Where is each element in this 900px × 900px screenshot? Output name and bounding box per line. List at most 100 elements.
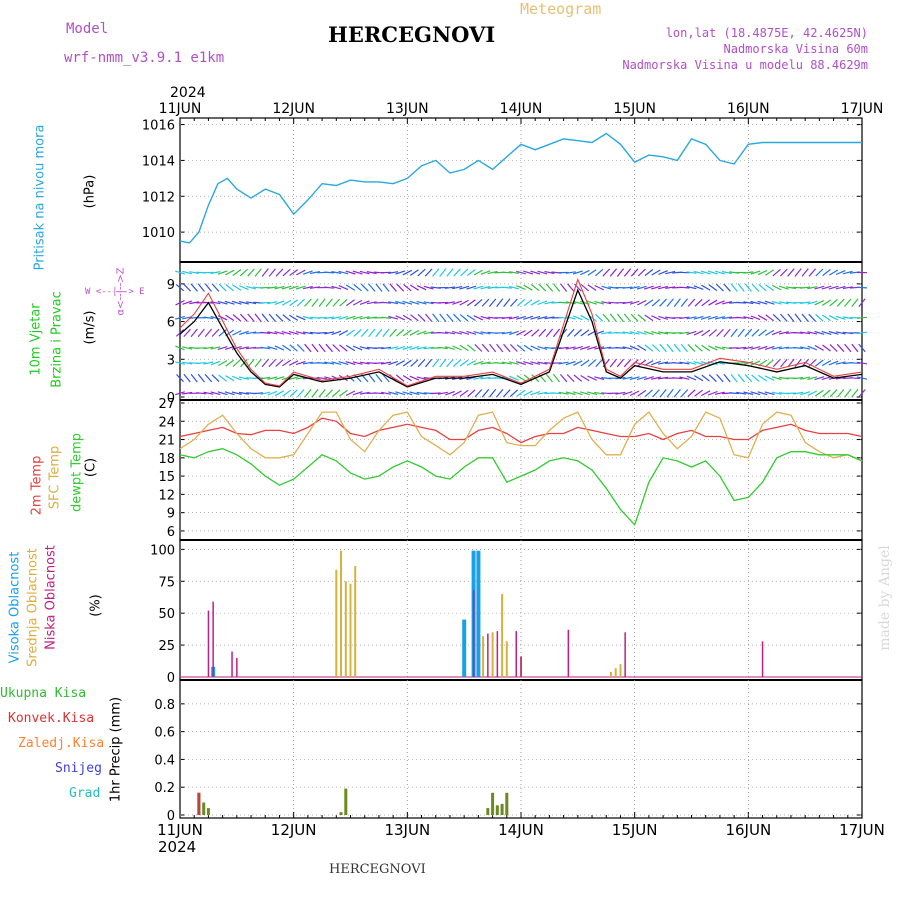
- wind-arrow: [501, 361, 512, 365]
- wind-arrow: [687, 389, 696, 398]
- wind-arrow: [446, 268, 454, 277]
- wind-arrow: [794, 313, 802, 323]
- wind-arrow: [395, 300, 406, 305]
- wind-arrow: [480, 361, 491, 365]
- wind-arrow: [779, 268, 788, 277]
- wind-arrow: [395, 315, 406, 321]
- wind-arrow: [261, 268, 269, 277]
- wind-arrow: [339, 298, 348, 307]
- wind-arrow: [260, 391, 271, 395]
- wind-arrow: [501, 271, 512, 274]
- y-tick-label: 9: [167, 507, 175, 522]
- wind-arrow: [409, 269, 419, 276]
- wind-arrow: [679, 331, 690, 335]
- wind-arrow: [636, 285, 647, 290]
- wind-arrow: [268, 268, 276, 277]
- wind-arrow: [701, 329, 711, 337]
- y-tick-label: 21: [158, 434, 175, 449]
- wind-arrow: [814, 330, 825, 335]
- wind-arrow: [558, 301, 569, 304]
- wind-arrow: [439, 358, 447, 368]
- wind-arrow: [623, 358, 632, 368]
- wind-arrow: [587, 346, 597, 350]
- wind-arrow: [595, 268, 604, 277]
- wind-arrow: [225, 269, 235, 276]
- wind-arrow: [175, 270, 185, 275]
- wind-arrow: [558, 346, 569, 350]
- wind-arrow: [636, 330, 647, 335]
- wind-arrow: [352, 361, 363, 365]
- wind-arrow: [481, 298, 490, 307]
- wind-arrow: [693, 315, 704, 320]
- wind-arrow: [175, 345, 185, 351]
- wind-arrow: [409, 391, 420, 396]
- wind-arrow: [217, 315, 228, 321]
- wind-arrow: [481, 389, 490, 398]
- wind-arrow: [858, 298, 866, 307]
- wind-arrow: [388, 346, 399, 350]
- wind-arrow: [311, 298, 319, 307]
- wind-arrow: [275, 313, 284, 322]
- wind-arrow: [432, 268, 440, 277]
- y-tick-label: 1012: [142, 190, 175, 205]
- wind-arrow: [601, 285, 612, 290]
- wind-arrow: [496, 298, 504, 307]
- wind-arrow: [190, 283, 198, 292]
- date-label-top: 12JUN: [272, 101, 315, 117]
- wind-arrow: [175, 283, 185, 292]
- wind-arrow: [814, 389, 824, 397]
- wind-arrow: [247, 313, 255, 322]
- wind-arrow: [282, 359, 292, 367]
- wind-arrow: [274, 376, 285, 381]
- wind-arrow: [395, 346, 406, 350]
- wind-arrow: [446, 358, 454, 368]
- wind-arrow: [175, 329, 185, 337]
- mid-cloud-bar: [340, 550, 342, 677]
- wind-arrow: [182, 346, 193, 350]
- wind-arrow: [331, 271, 342, 274]
- y-tick-label: 12: [158, 488, 175, 503]
- wind-arrow: [707, 270, 718, 275]
- wind-arrow: [857, 361, 867, 365]
- wind-arrow: [736, 361, 747, 365]
- wind-arrow: [509, 343, 518, 352]
- wind-arrow: [651, 331, 661, 335]
- wind-arrow: [409, 300, 420, 305]
- wind-arrow: [785, 286, 797, 290]
- wind-arrow: [851, 388, 859, 398]
- wind-arrow: [304, 343, 312, 353]
- wind-arrow: [489, 388, 497, 398]
- wind-arrow: [338, 270, 349, 275]
- wind-arrow: [311, 388, 319, 398]
- wind-arrow: [849, 377, 860, 380]
- wind-arrow: [183, 373, 191, 383]
- y-tick-label: 9: [167, 278, 175, 293]
- wind-arrow: [622, 376, 633, 380]
- wind-arrow: [409, 284, 420, 291]
- wind-arrow: [793, 391, 804, 395]
- wind-arrow: [708, 345, 718, 351]
- wind-arrow: [622, 331, 633, 335]
- wind-arrow: [446, 313, 454, 322]
- y-tick-label: 3: [167, 353, 175, 368]
- wind-arrow: [595, 358, 604, 368]
- wind-arrow: [801, 313, 809, 322]
- high-cloud-bar: [476, 550, 481, 677]
- wind-arrow: [629, 286, 640, 290]
- wind-arrow: [238, 300, 249, 305]
- wind-arrow: [594, 391, 605, 395]
- pressure-line: [179, 132, 862, 244]
- wind-arrow: [750, 346, 761, 350]
- wind-arrow: [644, 269, 654, 277]
- wind-arrow: [267, 390, 278, 396]
- wind-arrow: [807, 390, 818, 396]
- wind-arrow: [338, 285, 349, 291]
- wind-arrow: [744, 374, 753, 383]
- wind-arrow: [715, 283, 724, 292]
- low-cloud-bar: [624, 632, 626, 677]
- date-label-bottom: 15JUN: [612, 821, 658, 839]
- wind-arrow: [225, 314, 235, 322]
- wind-arrow: [417, 268, 426, 277]
- wind-arrow: [473, 315, 484, 321]
- wind-arrow: [274, 331, 285, 335]
